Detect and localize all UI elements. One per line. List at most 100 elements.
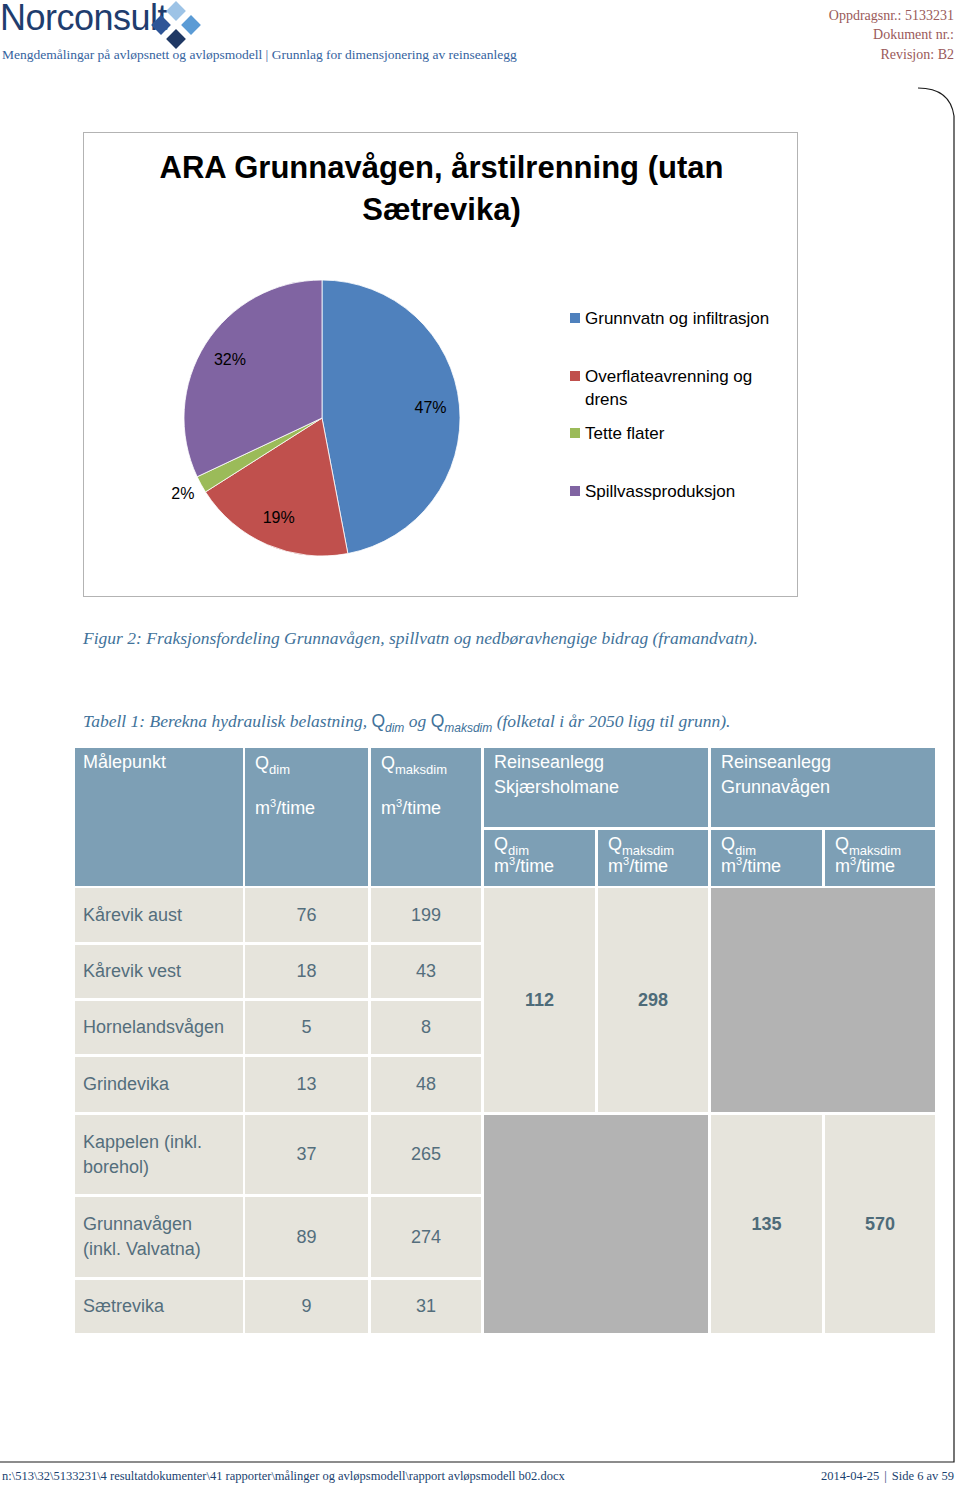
not-applicable-cell <box>484 1115 708 1333</box>
row-qdim: 37 <box>296 1144 316 1165</box>
legend-swatch <box>570 371 580 381</box>
plant-name: Reinseanlegg <box>494 752 604 773</box>
legend-label: Tette flater <box>585 422 780 445</box>
row-qmaksdim: 48 <box>416 1074 436 1095</box>
not-applicable-cell <box>711 888 935 1112</box>
header-cell: Målepunkt <box>75 748 243 886</box>
row-qmaksdim: 274 <box>411 1227 441 1248</box>
row-value-cell: 274 <box>371 1197 481 1277</box>
row-value-cell: 9 <box>245 1280 368 1333</box>
row-value-cell: 13 <box>245 1057 368 1112</box>
legend-label: Spillvassproduksjon <box>585 480 780 503</box>
row-location: Sætrevika <box>75 1294 223 1319</box>
q-unit-tail: /time <box>276 798 315 818</box>
q-unit-line: m3/time <box>608 856 668 877</box>
header-plant-cell: Reinseanlegg Skjærsholmane <box>484 748 708 827</box>
row-value-cell: 43 <box>371 945 481 998</box>
footer-path: n:\513\32\5133231\4 resultatdokumenter\4… <box>2 1469 565 1484</box>
row-value-cell: 8 <box>371 1001 481 1054</box>
row-qmaksdim: 199 <box>411 905 441 926</box>
logo-icon <box>136 0 216 50</box>
q-sub: maksdim <box>849 843 901 858</box>
q-unit-tail: /time <box>742 856 781 876</box>
plant-name: Skjærsholmane <box>494 777 619 798</box>
q-symbol-line: Qdim <box>721 834 756 855</box>
plant-value: 135 <box>751 1214 781 1235</box>
legend-swatch <box>570 428 580 438</box>
data-label: 32% <box>214 351 246 369</box>
row-qdim: 5 <box>301 1017 311 1038</box>
figure-caption: Figur 2: Fraksjonsfordeling Grunnavågen,… <box>83 628 758 649</box>
q-symbol-line: Qdim <box>255 753 290 774</box>
q-unit: m <box>721 856 736 876</box>
legend-label: Grunnvatn og infiltrasjon <box>585 307 780 330</box>
q-unit-sup: 3 <box>509 855 515 867</box>
footer-page: Side 6 av 59 <box>892 1469 954 1483</box>
caption-sub: maksdim <box>444 721 492 735</box>
footer-date: 2014-04-25 <box>821 1469 879 1483</box>
data-label: 47% <box>415 399 447 417</box>
q-unit-sup: 3 <box>623 855 629 867</box>
q-symbol-line: Qmaksdim <box>608 834 674 855</box>
chart-frame: ARA Grunnavågen, årstilrenning (utan Sæt… <box>83 132 798 597</box>
header-document: Dokument nr.: <box>873 27 954 43</box>
header-sub-cell: Qdimm3/time <box>484 830 595 886</box>
logo-text: Norconsult <box>0 0 167 39</box>
row-label-cell: Grunnavågen (inkl. Valvatna) <box>75 1197 243 1277</box>
q-symbol: Q <box>835 834 849 854</box>
row-qdim: 89 <box>296 1227 316 1248</box>
q-unit: m <box>608 856 623 876</box>
footer-right: 2014-04-25|Side 6 av 59 <box>821 1469 954 1484</box>
row-label-cell: Kappelen (inkl. borehol) <box>75 1115 243 1194</box>
q-symbol: Q <box>721 834 735 854</box>
row-qmaksdim: 265 <box>411 1144 441 1165</box>
row-qdim: 9 <box>301 1296 311 1317</box>
caption-text: og <box>404 711 430 731</box>
row-label-cell: Kårevik aust <box>75 888 243 942</box>
q-unit-tail: /time <box>856 856 895 876</box>
q-symbol: Q <box>255 753 269 773</box>
plant-value: 112 <box>525 990 554 1011</box>
q-unit-line: m3/time <box>255 798 315 819</box>
header-subtitle: Mengdemålingar på avløpsnett og avløpsmo… <box>2 47 517 63</box>
q-unit-line: m3/time <box>721 856 781 877</box>
plant-value-cell: 298 <box>598 888 708 1112</box>
page: Norconsult Mengdemålingar på avløpsnett o… <box>0 0 960 1491</box>
q-unit-sup: 3 <box>850 855 856 867</box>
header-revision: Revisjon: B2 <box>880 47 954 63</box>
q-unit-tail: /time <box>515 856 554 876</box>
header-plant-cell: ReinseanleggGrunnavågen <box>711 748 935 827</box>
row-location: Kappelen (inkl. borehol) <box>75 1130 223 1180</box>
row-value-cell: 31 <box>371 1280 481 1333</box>
q-sub: dim <box>269 762 290 777</box>
row-value-cell: 89 <box>245 1197 368 1277</box>
data-label: 2% <box>171 485 194 503</box>
caption-symbol: Q <box>371 711 385 731</box>
header-assignment: Oppdragsnr.: 5133231 <box>829 8 954 24</box>
header-sub-cell: Qmaksdimm3/time <box>825 830 935 886</box>
q-unit-sup: 3 <box>396 797 402 809</box>
q-unit: m <box>835 856 850 876</box>
row-qdim: 13 <box>296 1074 316 1095</box>
row-value-cell: 5 <box>245 1001 368 1054</box>
q-unit-line: m3/time <box>835 856 895 877</box>
logo-diamond <box>166 1 186 21</box>
q-symbol-line: Qmaksdim <box>381 753 447 774</box>
header-sub-cell: Qmaksdimm3/time <box>598 830 708 886</box>
q-sub: maksdim <box>395 762 447 777</box>
row-location: Hornelandsvågen <box>75 1015 223 1040</box>
q-symbol: Q <box>494 834 508 854</box>
q-unit: m <box>381 798 396 818</box>
plant-name: Grunnavågen <box>721 777 830 798</box>
plant-value: 570 <box>865 1214 895 1235</box>
header-cell: Qmaksdim m3/time <box>371 748 481 886</box>
row-value-cell: 199 <box>371 888 481 942</box>
legend-label: Overflateavrenning og drens <box>585 365 780 411</box>
pie-slice <box>184 280 322 477</box>
q-unit: m <box>494 856 509 876</box>
q-unit-line: m3/time <box>381 798 441 819</box>
row-value-cell: 18 <box>245 945 368 998</box>
legend-swatch <box>570 313 580 323</box>
header-sub-cell: Qdimm3/time <box>711 830 822 886</box>
row-value-cell: 265 <box>371 1115 481 1194</box>
